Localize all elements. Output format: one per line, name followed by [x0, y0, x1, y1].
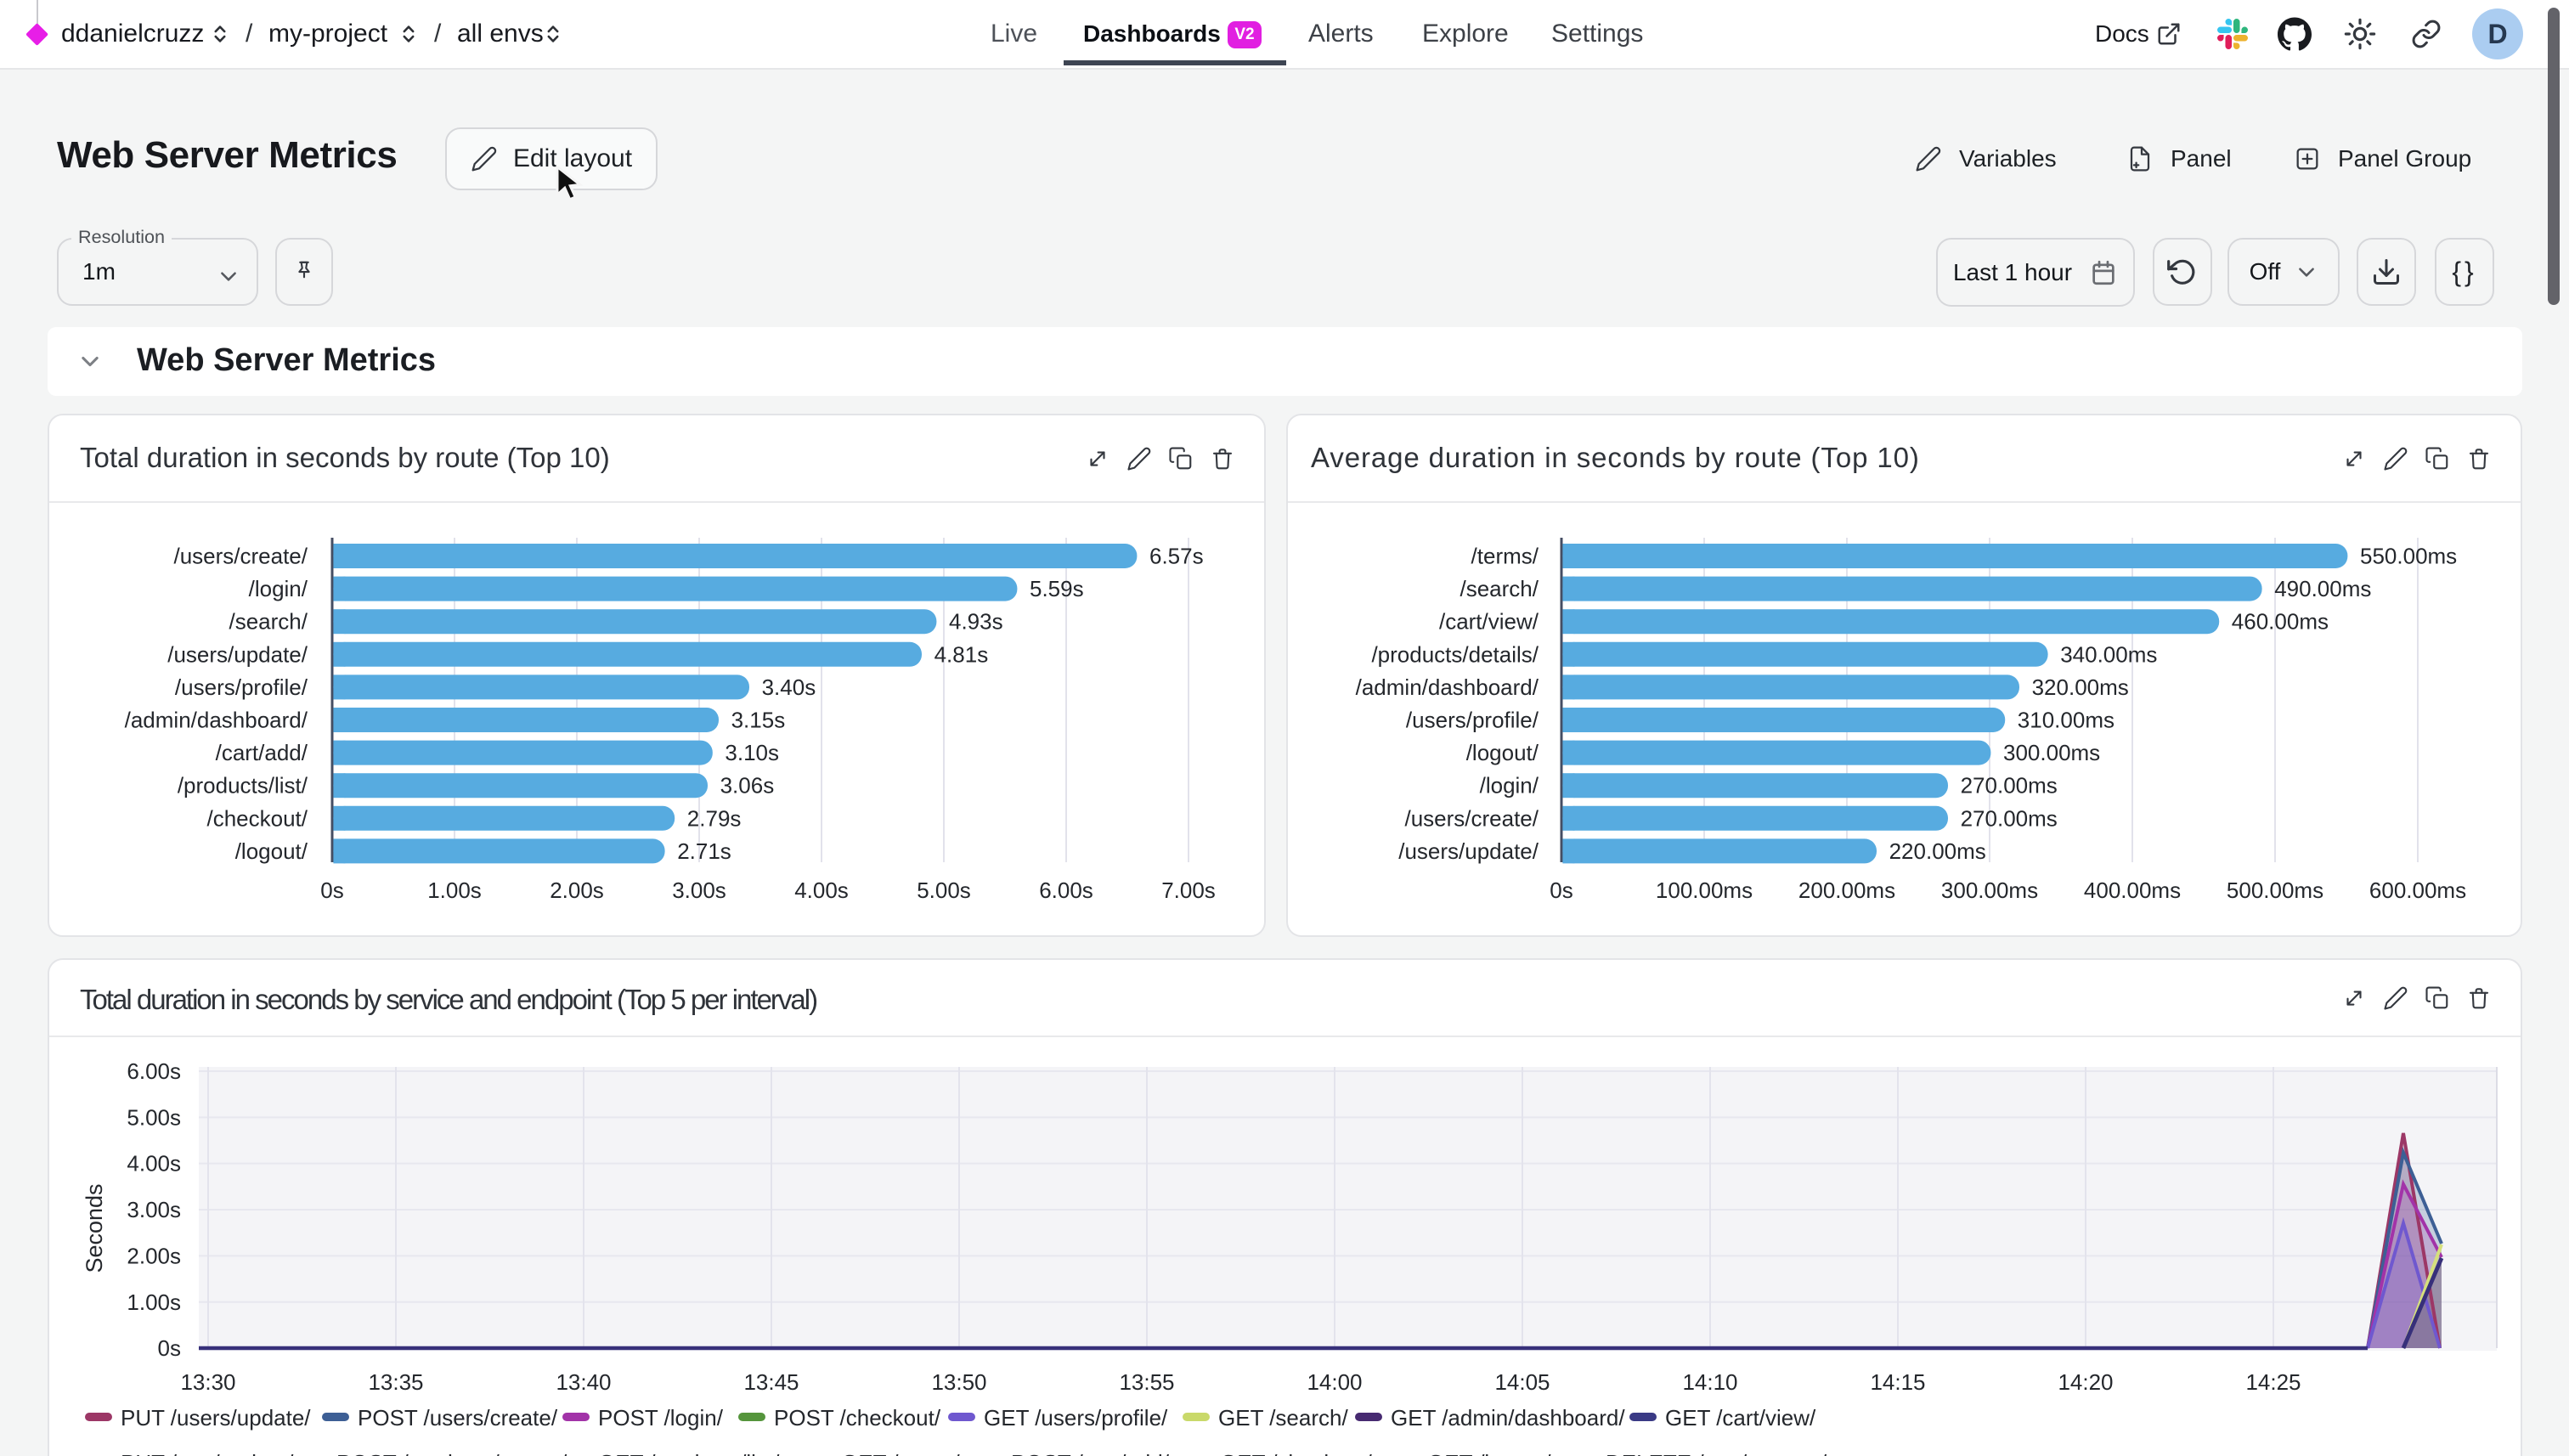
svg-text:0s: 0s — [1550, 878, 1572, 903]
svg-text:6.00s: 6.00s — [127, 1058, 181, 1084]
svg-text:3.10s: 3.10s — [725, 740, 779, 765]
svg-text:/users/create/: /users/create/ — [1404, 805, 1539, 831]
svg-text:5.00s: 5.00s — [917, 878, 971, 903]
svg-text:270.00ms: 270.00ms — [1961, 773, 2058, 799]
svg-text:/logout/: /logout/ — [235, 838, 308, 864]
svg-text:500.00ms: 500.00ms — [2227, 878, 2323, 903]
svg-text:320.00ms: 320.00ms — [2032, 674, 2129, 700]
svg-text:/cart/add/: /cart/add/ — [216, 740, 308, 765]
svg-text:490.00ms: 490.00ms — [2274, 576, 2371, 601]
svg-text:GET /search/: GET /search/ — [1218, 1405, 1348, 1431]
svg-text:100.00ms: 100.00ms — [1656, 878, 1753, 903]
svg-text:13:50: 13:50 — [931, 1369, 986, 1395]
svg-text:/users/profile/: /users/profile/ — [1406, 708, 1539, 733]
svg-text:GET /checkout/: GET /checkout/ — [1220, 1450, 1372, 1456]
svg-text:/admin/dashboard/: /admin/dashboard/ — [1356, 674, 1539, 700]
svg-text:POST /cart/add/: POST /cart/add/ — [1011, 1450, 1170, 1456]
svg-text:POST /products/create/: POST /products/create/ — [336, 1450, 567, 1456]
svg-text:/users/profile/: /users/profile/ — [175, 674, 308, 700]
svg-text:14:20: 14:20 — [2058, 1369, 2113, 1395]
svg-text:POST /login/: POST /login/ — [598, 1405, 724, 1431]
svg-text:3.15s: 3.15s — [731, 708, 786, 733]
svg-text:2.71s: 2.71s — [677, 838, 731, 864]
svg-text:PUT /users/update/: PUT /users/update/ — [121, 1405, 311, 1431]
svg-text:13:40: 13:40 — [556, 1369, 611, 1395]
svg-text:/users/update/: /users/update/ — [167, 641, 308, 667]
svg-text:/admin/dashboard/: /admin/dashboard/ — [125, 708, 308, 733]
svg-text:POST /users/create/: POST /users/create/ — [358, 1405, 558, 1431]
svg-text:14:15: 14:15 — [1870, 1369, 1925, 1395]
svg-text:4.00s: 4.00s — [794, 878, 849, 903]
svg-text:13:30: 13:30 — [180, 1369, 235, 1395]
svg-text:/terms/: /terms/ — [1471, 544, 1539, 569]
svg-text:POST /checkout/: POST /checkout/ — [774, 1405, 941, 1431]
svg-text:GET /products/list/: GET /products/list/ — [598, 1450, 780, 1456]
svg-text:1.00s: 1.00s — [427, 878, 482, 903]
svg-text:/checkout/: /checkout/ — [206, 805, 308, 831]
svg-text:14:10: 14:10 — [1682, 1369, 1737, 1395]
svg-text:GET /terms/: GET /terms/ — [841, 1450, 960, 1456]
svg-text:/users/create/: /users/create/ — [173, 544, 308, 569]
svg-text:13:55: 13:55 — [1119, 1369, 1174, 1395]
svg-text:600.00ms: 600.00ms — [2369, 878, 2466, 903]
svg-text:200.00ms: 200.00ms — [1798, 878, 1895, 903]
svg-text:400.00ms: 400.00ms — [2084, 878, 2181, 903]
svg-text:PUT /cart/update/: PUT /cart/update/ — [121, 1450, 294, 1456]
svg-text:4.00s: 4.00s — [127, 1151, 181, 1177]
svg-text:6.00s: 6.00s — [1039, 878, 1093, 903]
svg-text:300.00ms: 300.00ms — [2003, 740, 2100, 765]
svg-text:/users/update/: /users/update/ — [1398, 838, 1539, 864]
svg-text:1.00s: 1.00s — [127, 1290, 181, 1315]
svg-text:3.00s: 3.00s — [672, 878, 726, 903]
svg-text:14:00: 14:00 — [1307, 1369, 1362, 1395]
svg-text:/search/: /search/ — [1460, 576, 1539, 601]
svg-text:GET /logout/: GET /logout/ — [1427, 1450, 1551, 1456]
svg-text:310.00ms: 310.00ms — [2018, 708, 2114, 733]
svg-text:2.00s: 2.00s — [550, 878, 604, 903]
svg-text:220.00ms: 220.00ms — [1889, 838, 1986, 864]
svg-text:Seconds: Seconds — [82, 1183, 107, 1273]
svg-text:0s: 0s — [320, 878, 343, 903]
svg-text:0s: 0s — [158, 1335, 181, 1361]
svg-text:14:05: 14:05 — [1494, 1369, 1550, 1395]
svg-text:DELETE /cart/remove/: DELETE /cart/remove/ — [1606, 1450, 1827, 1456]
svg-text:2.79s: 2.79s — [687, 805, 742, 831]
svg-text:13:35: 13:35 — [368, 1369, 423, 1395]
svg-text:/logout/: /logout/ — [1466, 740, 1539, 765]
svg-text:5.59s: 5.59s — [1030, 576, 1084, 601]
svg-text:5.00s: 5.00s — [127, 1104, 181, 1130]
svg-text:550.00ms: 550.00ms — [2360, 544, 2457, 569]
svg-text:13:45: 13:45 — [743, 1369, 799, 1395]
svg-text:7.00s: 7.00s — [1161, 878, 1216, 903]
svg-text:4.81s: 4.81s — [934, 641, 989, 667]
svg-text:460.00ms: 460.00ms — [2232, 609, 2329, 635]
svg-text:3.40s: 3.40s — [762, 674, 816, 700]
svg-text:/products/list/: /products/list/ — [178, 773, 308, 799]
svg-text:GET /users/profile/: GET /users/profile/ — [984, 1405, 1168, 1431]
svg-text:/search/: /search/ — [229, 609, 308, 635]
svg-text:340.00ms: 340.00ms — [2060, 641, 2157, 667]
svg-text:14:25: 14:25 — [2245, 1369, 2301, 1395]
svg-text:/cart/view/: /cart/view/ — [1439, 609, 1539, 635]
svg-text:270.00ms: 270.00ms — [1961, 805, 2058, 831]
svg-text:300.00ms: 300.00ms — [1941, 878, 2038, 903]
svg-text:6.57s: 6.57s — [1149, 544, 1204, 569]
svg-text:/products/details/: /products/details/ — [1371, 641, 1539, 667]
svg-text:4.93s: 4.93s — [949, 609, 1003, 635]
svg-text:GET /admin/dashboard/: GET /admin/dashboard/ — [1391, 1405, 1625, 1431]
svg-text:3.06s: 3.06s — [720, 773, 775, 799]
svg-text:3.00s: 3.00s — [127, 1197, 181, 1222]
svg-text:2.00s: 2.00s — [127, 1243, 181, 1268]
svg-text:GET /cart/view/: GET /cart/view/ — [1665, 1405, 1816, 1431]
svg-text:/login/: /login/ — [1480, 773, 1539, 799]
svg-text:/login/: /login/ — [249, 576, 308, 601]
